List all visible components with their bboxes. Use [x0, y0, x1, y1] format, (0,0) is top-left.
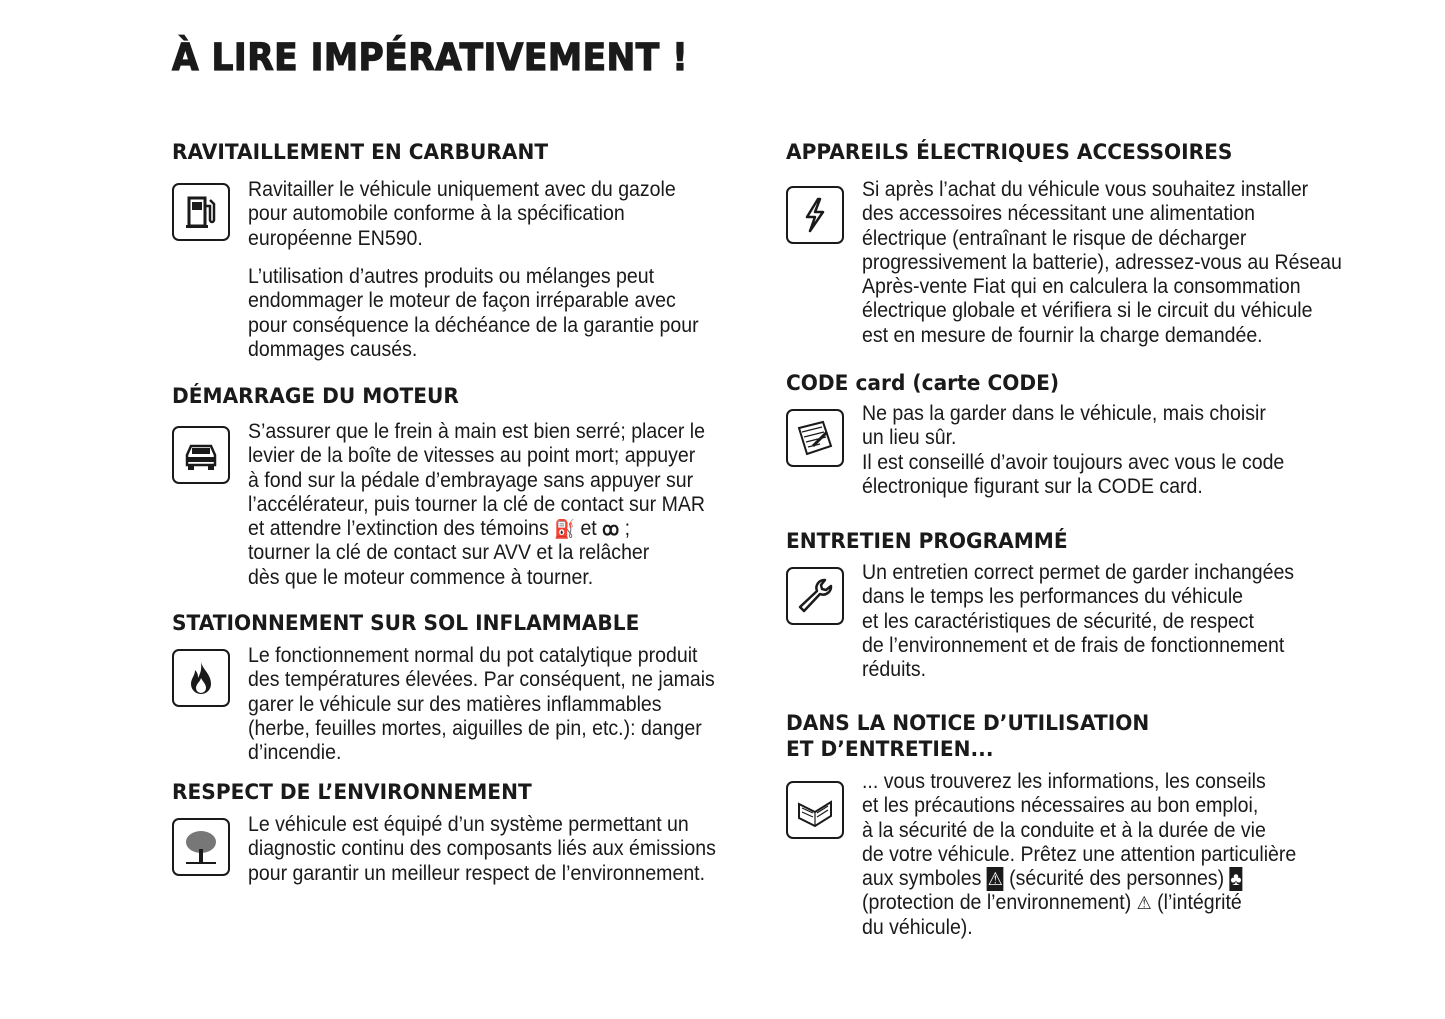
text-line: de votre véhicule. Prêtez une attention …: [862, 842, 1297, 866]
text-line: dommages causés.: [248, 337, 418, 361]
text-line: des accessoires nécessitant une alimenta…: [862, 202, 1255, 226]
text-line: Si après l’achat du véhicule vous souhai…: [862, 178, 1309, 201]
text-line: à la sécurité de la conduite et à la dur…: [862, 818, 1266, 842]
text-line: réduits.: [862, 658, 927, 682]
vehicle-integrity-warning-icon: ⚠: [1136, 893, 1152, 914]
text-fragment: et attendre l’extinction des témoins: [248, 517, 549, 541]
page-title: À LIRE IMPÉRATIVEMENT !: [171, 35, 689, 79]
text-line: électrique (entraînant le risque de déch…: [862, 226, 1247, 250]
parking-paragraph: Le fonctionnement normal du pot catalyti…: [248, 644, 715, 765]
text-line: et les précautions nécessaires au bon em…: [862, 794, 1259, 818]
text-line: tourner la clé de contact sur AVV et la …: [248, 541, 650, 565]
text-line: électrique globale et vérifiera si le ci…: [862, 299, 1313, 323]
text-fragment: (sécurité des personnes): [1009, 867, 1225, 891]
environment-paragraph: Le véhicule est équipé d’un système perm…: [248, 813, 716, 886]
text-fragment: (protection de l’environnement): [862, 891, 1132, 915]
text-fragment: ;: [624, 517, 631, 541]
text-line: Ne pas la garder dans le véhicule, mais …: [862, 402, 1266, 425]
environment-protection-icon: ♣: [1229, 867, 1243, 892]
text-line: des températures élevées. Par conséquent…: [248, 668, 715, 692]
fuel-paragraph-2: L’utilisation d’autres produits ou mélan…: [248, 265, 699, 362]
text-fragment: et: [580, 517, 597, 541]
text-line: européenne EN590.: [248, 226, 423, 250]
text-line: S’assurer que le frein à main est bien s…: [248, 420, 706, 443]
heading-fuel: RAVITAILLEMENT EN CARBURANT: [172, 140, 549, 164]
manual-paragraph: ... vous trouverez les informations, les…: [862, 770, 1296, 940]
text-line: Le véhicule est équipé d’un système perm…: [248, 813, 689, 836]
heading-maintenance: ENTRETIEN PROGRAMMÉ: [786, 529, 1068, 553]
text-line: à fond sur la pédale d’embrayage sans ap…: [248, 468, 694, 492]
text-line: dès que le moteur commence à tourner.: [248, 565, 594, 589]
text-line: L’utilisation d’autres produits ou mélan…: [248, 265, 655, 288]
text-line: et les caractéristiques de sécurité, de …: [862, 609, 1254, 633]
lightning-icon: [786, 186, 844, 244]
tree-icon: [172, 818, 230, 876]
fire-icon: [172, 649, 230, 707]
glow-plug-icon: ꝏ: [602, 519, 620, 540]
text-line: ... vous trouverez les informations, les…: [862, 770, 1266, 793]
car-icon: [172, 426, 230, 484]
text-line: dans le temps les performances du véhicu…: [862, 585, 1244, 609]
text-line: de l’environnement et de frais de foncti…: [862, 633, 1285, 657]
maintenance-paragraph: Un entretien correct permet de garder in…: [862, 561, 1294, 682]
text-line: endommager le moteur de façon irréparabl…: [248, 289, 676, 313]
heading-manual: DANS LA NOTICE D’UTILISATION: [786, 711, 1150, 735]
text-line: d’incendie.: [248, 741, 342, 765]
text-line: Le fonctionnement normal du pot catalyti…: [248, 644, 698, 667]
text-line: pour conséquence la déchéance de la gara…: [248, 313, 699, 337]
text-line: électronique figurant sur la CODE card.: [862, 474, 1203, 498]
text-line: progressivement la batterie), adressez-v…: [862, 250, 1342, 274]
text-line: (herbe, feuilles mortes, aiguilles de pi…: [248, 716, 702, 740]
code-card-icon: [786, 409, 844, 467]
text-line: garer le véhicule sur des matières infla…: [248, 692, 662, 716]
code-card-paragraph: Ne pas la garder dans le véhicule, mais …: [862, 402, 1284, 499]
text-fragment: aux symboles: [862, 867, 982, 891]
warning-light-icon: ⛽: [554, 519, 576, 540]
text-line: Un entretien correct permet de garder in…: [862, 561, 1295, 584]
text-line: Il est conseillé d’avoir toujours avec v…: [862, 450, 1285, 474]
text-line: et attendre l’extinction des témoins ⛽ e…: [248, 517, 705, 541]
personal-safety-warning-icon: ⚠: [986, 867, 1004, 892]
text-line: un lieu sûr.: [862, 426, 957, 450]
wrench-icon: [786, 567, 844, 625]
heading-parking: STATIONNEMENT SUR SOL INFLAMMABLE: [172, 611, 640, 635]
text-line: du véhicule).: [862, 915, 973, 939]
engine-start-paragraph: S’assurer que le frein à main est bien s…: [248, 420, 705, 590]
fuel-paragraph-1: Ravitailler le véhicule uniquement avec …: [248, 178, 676, 251]
text-fragment: (l’intégrité: [1157, 891, 1242, 915]
text-line: levier de la boîte de vitesses au point …: [248, 444, 696, 468]
book-icon: [786, 781, 844, 839]
text-line: pour automobile conforme à la spécificat…: [248, 202, 625, 226]
heading-manual-line-2: ET D’ENTRETIEN...: [786, 737, 994, 761]
heading-engine-start: DÉMARRAGE DU MOTEUR: [172, 384, 459, 408]
text-line: (protection de l’environnement) ⚠ (l’int…: [862, 891, 1296, 915]
heading-code-card: CODE card (carte CODE): [786, 371, 1060, 395]
text-line: est en mesure de fournir la charge deman…: [862, 323, 1263, 347]
text-line: Après-vente Fiat qui en calculera la con…: [862, 275, 1301, 299]
heading-environment: RESPECT DE L’ENVIRONNEMENT: [172, 780, 532, 804]
fuel-pump-icon: [172, 183, 230, 241]
electrical-paragraph: Si après l’achat du véhicule vous souhai…: [862, 178, 1342, 348]
text-line: pour garantir un meilleur respect de l’e…: [248, 861, 706, 885]
text-line: l’accélérateur, puis tourner la clé de c…: [248, 492, 706, 516]
text-line: Ravitailler le véhicule uniquement avec …: [248, 178, 676, 201]
text-line: diagnostic continu des composants liés a…: [248, 837, 716, 861]
heading-electrical: APPAREILS ÉLECTRIQUES ACCESSOIRES: [786, 140, 1233, 164]
text-line: aux symboles ⚠ (sécurité des personnes) …: [862, 867, 1296, 892]
